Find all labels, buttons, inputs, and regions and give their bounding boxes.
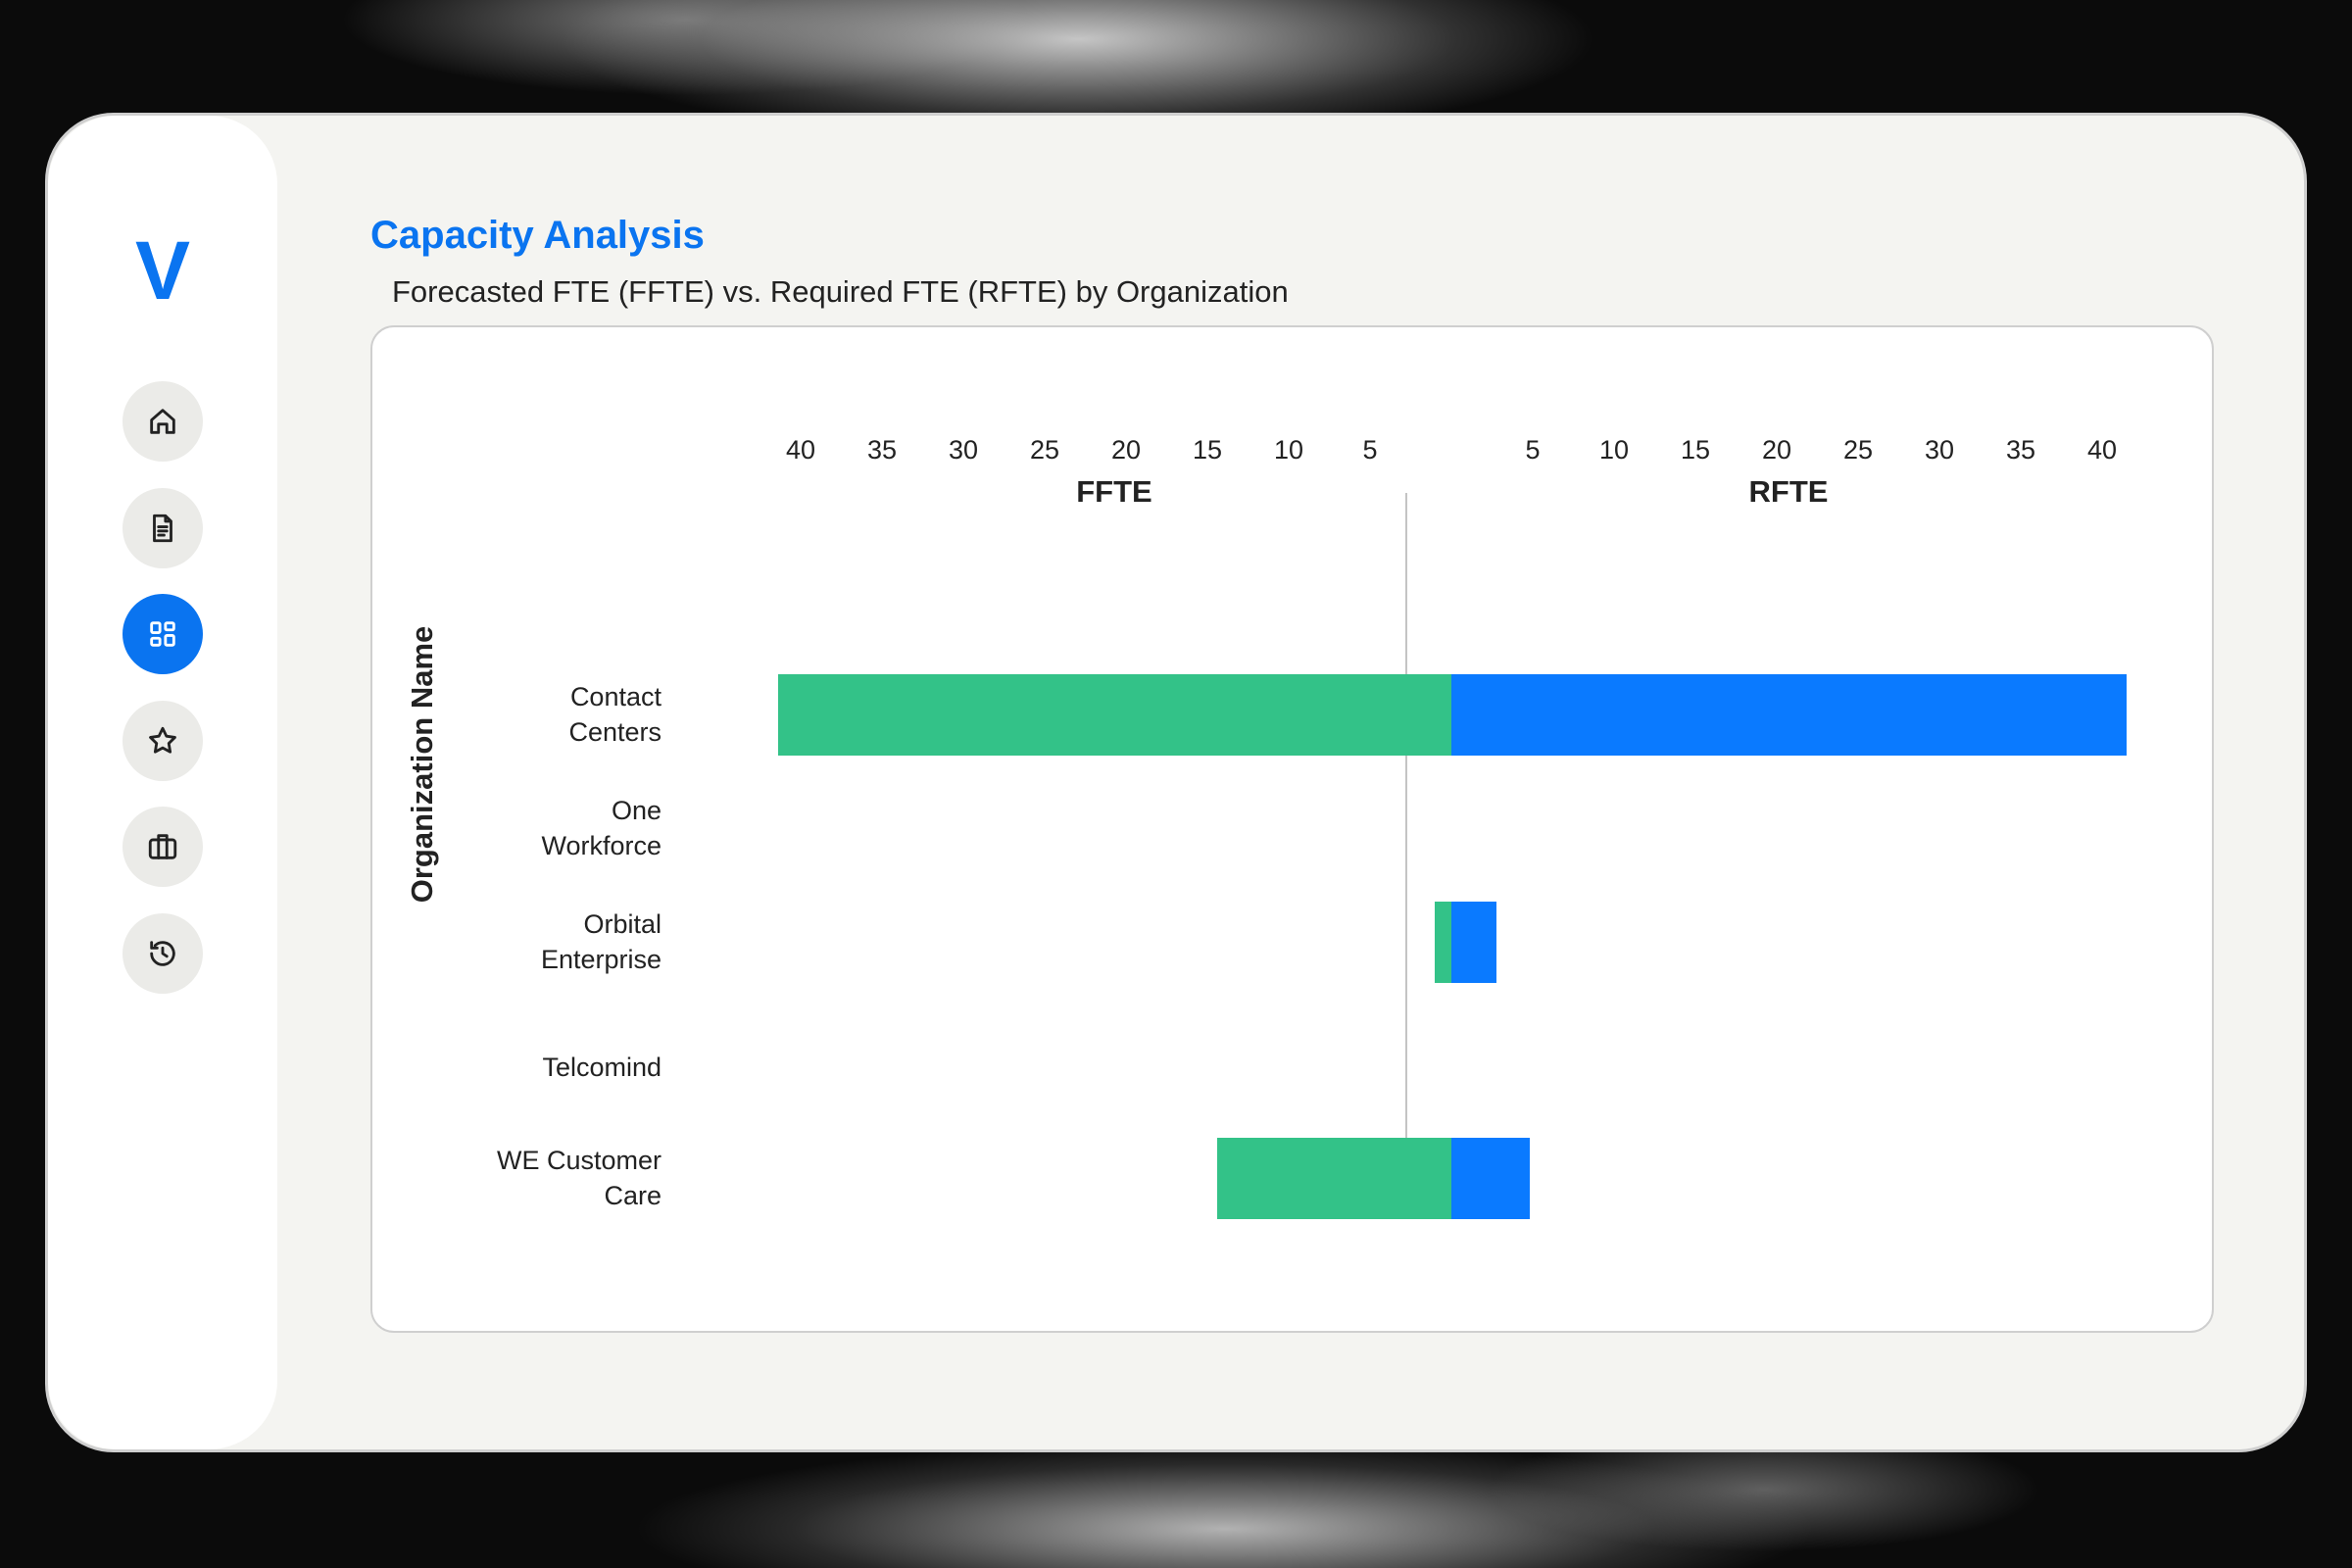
- nav-home[interactable]: [122, 381, 203, 462]
- bar-rfte: [1451, 1138, 1530, 1219]
- x-tick-label: 40: [2086, 435, 2118, 465]
- sidebar: V: [48, 116, 277, 1449]
- x-tick-label: 5: [1525, 435, 1541, 465]
- x-tick-label: 10: [1598, 435, 1630, 465]
- nav-dashboard[interactable]: [122, 594, 203, 674]
- bar-ffte: [777, 674, 1451, 756]
- rfte-axis-label: RFTE: [1748, 474, 1829, 509]
- x-tick-label: 5: [1362, 435, 1378, 465]
- history-icon: [150, 941, 175, 966]
- logo: V: [134, 224, 191, 317]
- x-tick-label: 25: [1029, 435, 1060, 465]
- x-tick-label: 30: [1924, 435, 1955, 465]
- category-label: Contact Centers: [568, 679, 662, 750]
- y-axis-label: Organization Name: [405, 625, 439, 904]
- bar-rfte: [1451, 674, 2127, 756]
- briefcase-icon: [148, 834, 177, 859]
- center-axis-line: [1405, 493, 1407, 1157]
- category-label-line: Telcomind: [542, 1053, 662, 1082]
- category-label-line: One: [611, 796, 662, 825]
- category-label: Orbital Enterprise: [541, 906, 662, 977]
- dashboard-icon: [150, 621, 175, 647]
- x-tick-label: 15: [1680, 435, 1711, 465]
- x-tick-label: 15: [1192, 435, 1223, 465]
- x-tick-label: 10: [1273, 435, 1304, 465]
- nav-portfolio[interactable]: [122, 807, 203, 887]
- nav-history[interactable]: [122, 913, 203, 994]
- category-label-line: Orbital: [583, 909, 662, 939]
- category-label-line: Enterprise: [540, 945, 662, 974]
- category-label-line: Workforce: [541, 831, 662, 860]
- star-icon: [149, 726, 176, 754]
- bar-rfte: [1451, 902, 1497, 983]
- page-title: Capacity Analysis: [370, 214, 705, 257]
- x-tick-label: 35: [866, 435, 898, 465]
- x-tick-label: 30: [948, 435, 979, 465]
- bar-ffte: [1435, 902, 1451, 983]
- category-label: WE Customer Care: [497, 1143, 662, 1213]
- category-label: Telcomind: [542, 1050, 662, 1085]
- x-tick-label: 25: [1842, 435, 1874, 465]
- home-icon: [150, 409, 175, 434]
- bar-ffte: [1216, 1138, 1451, 1219]
- x-tick-label: 20: [1761, 435, 1792, 465]
- x-tick-label: 40: [785, 435, 816, 465]
- app-window: V Capacity Analysis: [45, 113, 2307, 1452]
- nav-favorites[interactable]: [122, 701, 203, 781]
- category-label: One Workforce: [541, 793, 662, 863]
- ffte-axis-label: FFTE: [1076, 474, 1152, 509]
- category-label-line: Care: [604, 1181, 662, 1210]
- category-label-line: Centers: [568, 717, 662, 747]
- x-tick-label: 20: [1110, 435, 1142, 465]
- nav-documents[interactable]: [122, 488, 203, 568]
- category-label-line: WE Customer: [496, 1146, 662, 1175]
- category-label-line: Contact: [569, 682, 662, 711]
- document-icon: [153, 514, 172, 543]
- chart-title: Forecasted FTE (FFTE) vs. Required FTE (…: [392, 274, 1289, 309]
- x-tick-label: 35: [2005, 435, 2036, 465]
